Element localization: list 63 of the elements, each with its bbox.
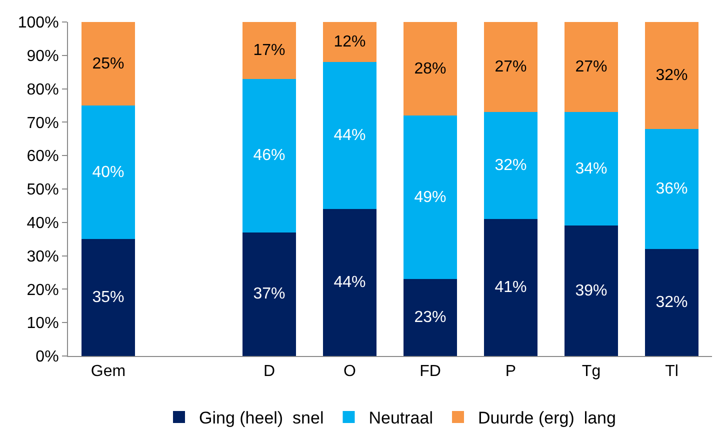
data-label: 23% [414, 309, 446, 326]
bar [322, 22, 377, 62]
y-tick-label: 40% [26, 215, 59, 232]
y-tick-label: 10% [26, 315, 59, 332]
bar [644, 128, 699, 250]
data-label: 44% [334, 127, 366, 144]
y-tick-label: 70% [26, 114, 59, 132]
data-label: 41% [494, 279, 527, 296]
data-label: 39% [575, 282, 608, 300]
data-label: 28% [414, 60, 446, 78]
x-tick-label: P [505, 363, 516, 380]
data-label: 17% [253, 42, 286, 59]
data-label: 36% [656, 180, 688, 198]
bar [242, 232, 296, 356]
x-tick-label: O [344, 363, 356, 380]
data-label: 32% [656, 294, 688, 312]
bar [484, 219, 538, 356]
bar [484, 112, 538, 220]
data-label: 27% [494, 58, 527, 76]
legend-label: Ging (heel) snel [199, 408, 324, 428]
data-label: 34% [575, 160, 608, 178]
bar [242, 22, 296, 79]
y-tick-label: 60% [26, 148, 59, 166]
legend-label: Neutraal [368, 408, 433, 428]
y-tick-label: 80% [26, 81, 59, 98]
bar [644, 22, 699, 129]
x-tick-label: Tg [582, 363, 601, 380]
bar [564, 22, 618, 112]
legend-label: Duurde (erg) lang [478, 408, 616, 428]
y-tick-label: 90% [26, 48, 59, 65]
bar [403, 116, 458, 280]
x-tick-label: Tl [665, 363, 678, 380]
y-tick-label: 100% [18, 14, 59, 32]
x-tick-label: FD [420, 363, 441, 380]
bar [322, 62, 377, 210]
data-label: 12% [334, 34, 366, 51]
bar [81, 22, 136, 106]
y-tick-label: 30% [26, 248, 59, 266]
y-tick-label: 50% [26, 182, 59, 199]
bar [564, 226, 618, 356]
y-tick-label: 20% [26, 282, 59, 299]
data-label: 44% [334, 274, 366, 292]
bar [644, 249, 699, 356]
bar [403, 279, 458, 356]
bar [484, 22, 538, 112]
data-label: 46% [253, 147, 286, 164]
bar [81, 106, 136, 240]
data-label: 32% [656, 66, 688, 84]
data-label: 25% [92, 55, 124, 72]
data-label: 27% [575, 58, 608, 76]
data-label: 40% [92, 164, 124, 181]
x-tick-label: Gem [90, 363, 126, 380]
data-label: 49% [414, 188, 446, 206]
bar [81, 239, 136, 356]
bar [242, 78, 296, 232]
y-tick-label: 0% [36, 348, 59, 366]
x-tick-label: D [263, 363, 276, 380]
bar [322, 209, 377, 356]
data-label: 37% [253, 286, 286, 303]
bar [403, 22, 458, 116]
bar [564, 112, 618, 226]
data-label: 32% [494, 157, 527, 174]
data-label: 35% [92, 289, 124, 306]
